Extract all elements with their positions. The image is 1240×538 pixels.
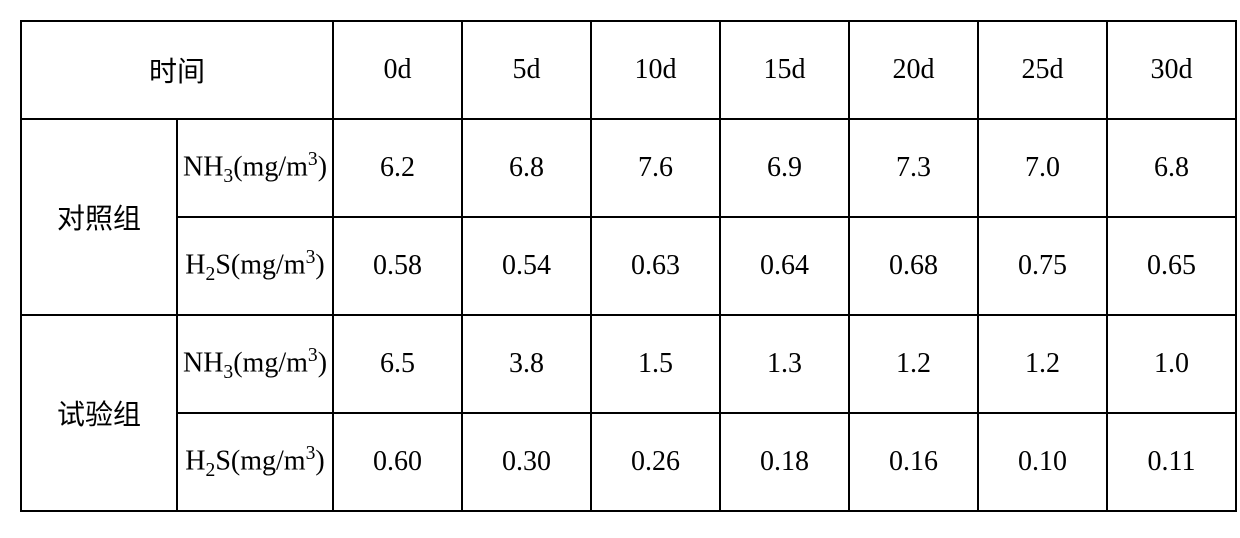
metric-label: NH3(mg/m3) [177,119,333,217]
data-cell: 6.2 [333,119,462,217]
table-row: H2S(mg/m3) 0.58 0.54 0.63 0.64 0.68 0.75… [21,217,1236,315]
day-header: 10d [591,21,720,119]
data-table: 时间 0d 5d 10d 15d 20d 25d 30d 对照组 NH3(mg/… [20,20,1237,512]
data-cell: 6.5 [333,315,462,413]
data-cell: 0.65 [1107,217,1236,315]
metric-label: H2S(mg/m3) [177,217,333,315]
data-cell: 1.3 [720,315,849,413]
group-label-experiment: 试验组 [21,315,177,511]
data-cell: 3.8 [462,315,591,413]
table-row: 对照组 NH3(mg/m3) 6.2 6.8 7.6 6.9 7.3 7.0 6… [21,119,1236,217]
data-cell: 0.30 [462,413,591,511]
data-cell: 6.8 [462,119,591,217]
data-cell: 0.54 [462,217,591,315]
data-cell: 0.18 [720,413,849,511]
table-row: 试验组 NH3(mg/m3) 6.5 3.8 1.5 1.3 1.2 1.2 1… [21,315,1236,413]
table-row: H2S(mg/m3) 0.60 0.30 0.26 0.18 0.16 0.10… [21,413,1236,511]
data-cell: 1.2 [849,315,978,413]
data-cell: 7.0 [978,119,1107,217]
day-header: 15d [720,21,849,119]
metric-label: NH3(mg/m3) [177,315,333,413]
header-row: 时间 0d 5d 10d 15d 20d 25d 30d [21,21,1236,119]
data-cell: 0.10 [978,413,1107,511]
data-cell: 0.16 [849,413,978,511]
day-header: 30d [1107,21,1236,119]
time-header: 时间 [21,21,333,119]
data-cell: 1.2 [978,315,1107,413]
data-cell: 6.9 [720,119,849,217]
data-cell: 1.0 [1107,315,1236,413]
data-cell: 0.11 [1107,413,1236,511]
data-cell: 0.75 [978,217,1107,315]
data-cell: 0.64 [720,217,849,315]
data-cell: 0.68 [849,217,978,315]
data-cell: 6.8 [1107,119,1236,217]
data-cell: 7.3 [849,119,978,217]
data-cell: 0.63 [591,217,720,315]
data-cell: 0.58 [333,217,462,315]
day-header: 0d [333,21,462,119]
day-header: 5d [462,21,591,119]
data-cell: 7.6 [591,119,720,217]
day-header: 20d [849,21,978,119]
metric-label: H2S(mg/m3) [177,413,333,511]
group-label-control: 对照组 [21,119,177,315]
data-cell: 0.26 [591,413,720,511]
day-header: 25d [978,21,1107,119]
data-cell: 0.60 [333,413,462,511]
data-cell: 1.5 [591,315,720,413]
